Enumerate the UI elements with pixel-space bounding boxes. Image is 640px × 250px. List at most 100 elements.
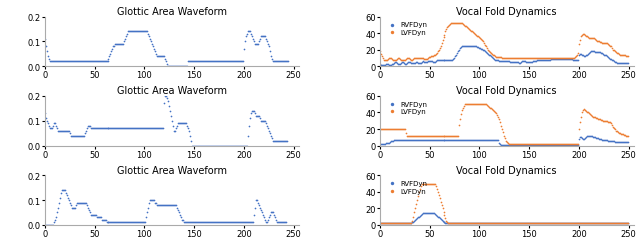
LVFDyn [507, 221, 517, 225]
LVFDyn [593, 40, 603, 44]
RVFDyn [496, 143, 506, 147]
RVFDyn [605, 139, 615, 143]
Point [43, 223, 53, 227]
Point [120, 127, 131, 131]
Point [93, 216, 104, 220]
RVFDyn [584, 134, 594, 138]
LVFDyn [623, 134, 633, 138]
Point [223, 220, 233, 224]
RVFDyn [431, 214, 442, 218]
Point [125, 220, 136, 224]
RVFDyn [514, 221, 524, 225]
RVFDyn [596, 52, 606, 56]
Point [126, 220, 136, 224]
RVFDyn [573, 143, 583, 147]
RVFDyn [503, 221, 513, 225]
LVFDyn [538, 221, 548, 225]
Point [280, 139, 290, 143]
RVFDyn [453, 221, 463, 225]
RVFDyn [444, 221, 454, 225]
RVFDyn [563, 143, 573, 147]
LVFDyn [572, 221, 582, 225]
RVFDyn [562, 221, 572, 225]
LVFDyn [451, 22, 461, 26]
Point [187, 220, 197, 224]
LVFDyn [562, 221, 572, 225]
RVFDyn [569, 58, 579, 62]
Point [186, 220, 196, 224]
RVFDyn [607, 58, 617, 62]
RVFDyn [499, 60, 509, 64]
Point [170, 129, 180, 133]
RVFDyn [525, 143, 535, 147]
RVFDyn [483, 138, 493, 142]
LVFDyn [428, 182, 438, 186]
Point [54, 60, 65, 64]
LVFDyn [513, 221, 524, 225]
Point [259, 119, 269, 123]
RVFDyn [388, 138, 399, 142]
RVFDyn [623, 141, 633, 145]
LVFDyn [550, 57, 560, 61]
RVFDyn [473, 138, 483, 142]
RVFDyn [528, 60, 538, 64]
RVFDyn [554, 221, 564, 225]
LVFDyn [474, 103, 484, 107]
LVFDyn [380, 59, 390, 63]
LVFDyn [489, 221, 499, 225]
Point [106, 220, 116, 224]
RVFDyn [447, 138, 458, 142]
RVFDyn [408, 138, 419, 142]
LVFDyn [467, 103, 477, 107]
LVFDyn [576, 115, 586, 119]
Point [186, 60, 196, 64]
LVFDyn [449, 221, 460, 225]
RVFDyn [406, 62, 417, 66]
LVFDyn [503, 57, 513, 61]
LVFDyn [415, 57, 425, 61]
LVFDyn [595, 41, 605, 45]
RVFDyn [493, 221, 504, 225]
LVFDyn [511, 142, 521, 146]
Point [255, 208, 266, 212]
Point [83, 124, 93, 128]
Point [179, 122, 189, 126]
LVFDyn [589, 116, 599, 120]
LVFDyn [612, 130, 622, 134]
LVFDyn [440, 134, 451, 138]
LVFDyn [556, 142, 566, 146]
Point [234, 60, 244, 64]
Point [113, 127, 124, 131]
LVFDyn [452, 22, 463, 26]
Point [213, 60, 223, 64]
LVFDyn [533, 142, 543, 146]
Point [192, 60, 202, 64]
LVFDyn [383, 58, 393, 62]
RVFDyn [506, 61, 516, 65]
LVFDyn [616, 54, 627, 58]
Point [177, 218, 188, 222]
RVFDyn [548, 58, 558, 62]
Point [54, 201, 64, 205]
RVFDyn [460, 44, 470, 48]
Point [188, 144, 198, 148]
Point [167, 119, 177, 123]
RVFDyn [541, 143, 551, 147]
Point [214, 60, 224, 64]
LVFDyn [618, 54, 628, 58]
LVFDyn [513, 57, 524, 61]
LVFDyn [397, 128, 407, 132]
LVFDyn [408, 211, 419, 215]
LVFDyn [546, 142, 556, 146]
Point [144, 201, 154, 205]
Point [196, 60, 206, 64]
LVFDyn [476, 103, 486, 107]
RVFDyn [596, 52, 607, 56]
RVFDyn [588, 50, 598, 54]
Point [119, 220, 129, 224]
Legend: RVFDyn, LVFDyn: RVFDyn, LVFDyn [383, 179, 428, 195]
LVFDyn [540, 142, 550, 146]
LVFDyn [623, 221, 633, 225]
Point [260, 35, 270, 39]
RVFDyn [584, 52, 594, 56]
